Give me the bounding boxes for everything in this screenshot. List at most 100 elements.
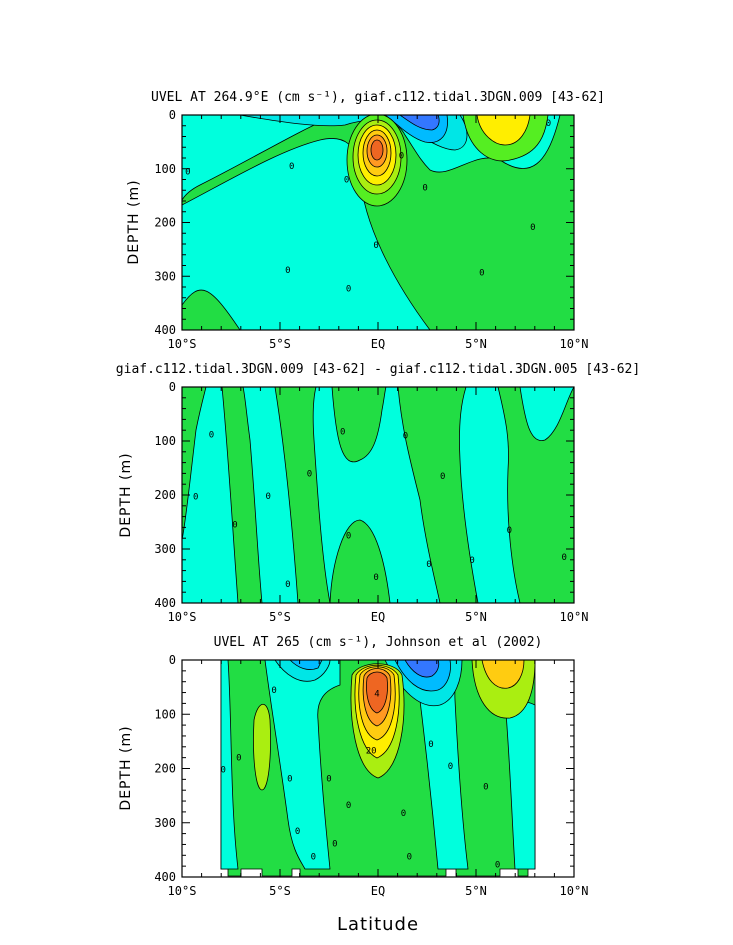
- negative-core: [289, 660, 323, 670]
- contour-label: 0: [546, 119, 551, 129]
- y-tick-label: 400: [154, 870, 176, 884]
- y-tick-label: 200: [154, 762, 176, 776]
- y-axis-label: DEPTH (m): [118, 452, 134, 537]
- contour-label: 0: [193, 493, 198, 503]
- difference-band: [274, 387, 331, 603]
- y-tick-label: 100: [154, 707, 176, 721]
- contour-label: 0: [340, 427, 345, 437]
- contour-label: 0: [426, 560, 431, 570]
- contour-label: 0: [289, 162, 294, 172]
- contour-label: 0: [440, 472, 445, 482]
- y-tick-label: 300: [154, 816, 176, 830]
- x-tick-label: 10°S: [168, 884, 197, 898]
- y-tick-label: 200: [154, 216, 176, 230]
- contour-field: 0 0 0 0 0 0 0 0 0 0 0 0 0 0 0: [182, 387, 574, 603]
- euc-contour-5: [370, 139, 384, 161]
- difference-band: [221, 387, 263, 603]
- contour-field: 0 0 0 0 0 0 0 0 0 0 0: [182, 115, 574, 330]
- negative-band: [264, 660, 341, 870]
- y-tick-label: 0: [169, 380, 176, 394]
- x-tick-label: 10°N: [560, 337, 589, 351]
- x-tick-label: EQ: [371, 610, 385, 624]
- contour-label: 0: [266, 492, 271, 502]
- contour-label: 0: [344, 176, 349, 186]
- contour-label: 0: [326, 774, 331, 784]
- contour-label: 0: [428, 740, 433, 750]
- negative-band: [220, 660, 239, 870]
- contour-label: 0: [483, 782, 488, 792]
- y-tick-label: 100: [154, 434, 176, 448]
- y-tick-label: 400: [154, 323, 176, 337]
- panel-observations: UVEL AT 265 (cm s⁻¹), Johnson et al (200…: [118, 635, 588, 898]
- contour-label: 0: [561, 553, 566, 563]
- contour-label: 0: [373, 241, 378, 251]
- y-tick-label: 300: [154, 269, 176, 283]
- contour-label: 0: [479, 268, 484, 278]
- contour-label: 0: [346, 532, 351, 542]
- contour-labels: 0 0 0 0 0 0 0 0 0 0 0 0 0 0 0 4 20: [220, 686, 500, 871]
- panel-difference: giaf.c112.tidal.3DGN.009 [43-62] - giaf.…: [116, 362, 640, 624]
- negative-core-inner: [399, 115, 440, 131]
- x-tick-label: EQ: [371, 884, 385, 898]
- contour-label: 0: [185, 167, 190, 177]
- x-tick-label: EQ: [371, 337, 385, 351]
- contour-label: 0: [285, 266, 290, 276]
- contour-labels: 0 0 0 0 0 0 0 0 0 0 0 0 0 0 0: [193, 427, 567, 590]
- surface-jet-core: [481, 660, 525, 689]
- x-tick-label: 10°N: [560, 884, 589, 898]
- panel-title: giaf.c112.tidal.3DGN.009 [43-62] - giaf.…: [116, 362, 640, 377]
- contour-label: 0: [271, 686, 276, 696]
- difference-band: [397, 387, 479, 603]
- contour-label: 0: [346, 801, 351, 811]
- contour-label: 0: [407, 852, 412, 862]
- positive-lobe: [253, 703, 271, 791]
- contour-label: 0: [236, 754, 241, 764]
- x-tick-label: 10°N: [560, 610, 589, 624]
- contour-label: 0: [332, 839, 337, 849]
- negative-core: [404, 660, 440, 678]
- x-tick-label: 5°N: [465, 610, 487, 624]
- x-tick-label: 5°S: [269, 610, 291, 624]
- panel-model-uvel: UVEL AT 264.9°E (cm s⁻¹), giaf.c112.tida…: [126, 90, 605, 351]
- x-tick-label: 5°S: [269, 884, 291, 898]
- x-tick-label: 5°N: [465, 884, 487, 898]
- contour-label: 0: [403, 432, 408, 442]
- contour-field: 0 0 0 0 0 0 0 0 0 0 0 0 0 0 0 4 20: [220, 660, 536, 877]
- y-tick-label: 0: [169, 653, 176, 667]
- contour-label: 4: [374, 690, 379, 700]
- y-axis-label: DEPTH (m): [126, 179, 142, 264]
- contour-label: 0: [530, 223, 535, 233]
- contour-label: 0: [285, 580, 290, 590]
- contour-label: 0: [311, 852, 316, 862]
- contour-label: 0: [220, 766, 225, 776]
- y-tick-label: 300: [154, 542, 176, 556]
- contour-label: 0: [373, 573, 378, 583]
- x-tick-label: 5°S: [269, 337, 291, 351]
- euc-contour-4: [366, 671, 388, 714]
- contour-label: 0: [495, 861, 500, 871]
- contour-label: 20: [366, 747, 377, 757]
- difference-band: [329, 519, 391, 603]
- contour-label: 0: [422, 184, 427, 194]
- difference-band: [331, 387, 387, 463]
- contour-label: 0: [287, 774, 292, 784]
- x-tick-label: 5°N: [465, 337, 487, 351]
- contour-label: 0: [401, 809, 406, 819]
- y-tick-label: 0: [169, 108, 176, 122]
- contour-label: 0: [209, 431, 214, 441]
- surface-jet-core: [476, 115, 531, 146]
- panel-title: UVEL AT 265 (cm s⁻¹), Johnson et al (200…: [214, 635, 543, 650]
- contour-label: 0: [507, 526, 512, 536]
- contour-label: 0: [399, 151, 404, 161]
- contour-label: 0: [448, 762, 453, 772]
- contour-label: 0: [295, 827, 300, 837]
- contour-label: 0: [469, 556, 474, 566]
- x-axis-label: Latitude: [337, 914, 419, 935]
- contour-label: 0: [307, 469, 312, 479]
- difference-band: [182, 387, 207, 541]
- y-tick-label: 200: [154, 488, 176, 502]
- contour-label: 0: [232, 521, 237, 531]
